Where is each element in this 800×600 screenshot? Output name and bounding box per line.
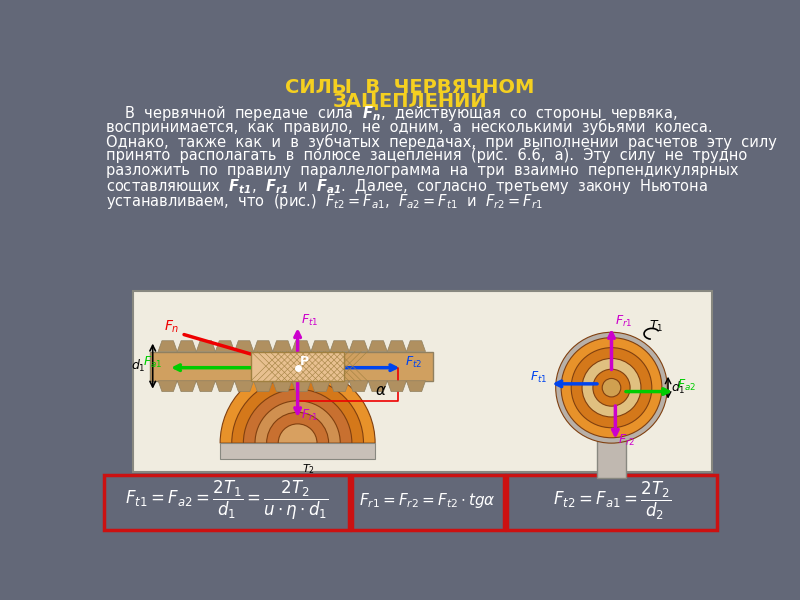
Polygon shape bbox=[273, 381, 292, 392]
Wedge shape bbox=[266, 412, 329, 443]
FancyBboxPatch shape bbox=[104, 475, 349, 530]
Circle shape bbox=[571, 347, 652, 428]
Text: разложить  по  правилу  параллелограмма  на  три  взаимно  перпендикулярных: разложить по правилу параллелограмма на … bbox=[106, 163, 738, 178]
FancyBboxPatch shape bbox=[597, 436, 626, 478]
Polygon shape bbox=[254, 381, 273, 392]
Text: Однако,  также  как  и  в  зубчатых  передачах,  при  выполнении  расчетов  эту : Однако, также как и в зубчатых передачах… bbox=[106, 134, 777, 150]
Text: СИЛЫ  В  ЧЕРВЯЧНОМ: СИЛЫ В ЧЕРВЯЧНОМ bbox=[286, 78, 534, 97]
Polygon shape bbox=[406, 381, 426, 392]
Polygon shape bbox=[234, 341, 254, 352]
Polygon shape bbox=[234, 381, 254, 392]
Text: $F_{t2}=F_{a1}=\dfrac{2T_{2}}{d_{2}}$: $F_{t2}=F_{a1}=\dfrac{2T_{2}}{d_{2}}$ bbox=[553, 480, 671, 522]
Polygon shape bbox=[158, 381, 178, 392]
Polygon shape bbox=[215, 381, 234, 392]
Circle shape bbox=[602, 379, 621, 397]
FancyBboxPatch shape bbox=[507, 475, 717, 530]
Text: $F_{t1}=F_{a2}=\dfrac{2T_{1}}{d_{1}}=\dfrac{2T_{2}}{u\cdot\eta\cdot d_{1}}$: $F_{t1}=F_{a2}=\dfrac{2T_{1}}{d_{1}}=\df… bbox=[125, 479, 328, 523]
Polygon shape bbox=[196, 381, 215, 392]
Circle shape bbox=[556, 332, 667, 443]
Text: устанавливаем,  что  (рис.)  $F_{t2}=F_{a1}$,  $F_{a2}=F_{t1}$  и  $F_{r2}=F_{r1: устанавливаем, что (рис.) $F_{t2}=F_{a1}… bbox=[106, 192, 543, 211]
Polygon shape bbox=[178, 341, 196, 352]
Polygon shape bbox=[349, 381, 368, 392]
Text: $\alpha$: $\alpha$ bbox=[375, 383, 387, 398]
Wedge shape bbox=[255, 401, 340, 443]
FancyBboxPatch shape bbox=[352, 475, 504, 530]
Polygon shape bbox=[330, 341, 349, 352]
Polygon shape bbox=[349, 341, 368, 352]
Polygon shape bbox=[311, 381, 330, 392]
Text: $F_{r1}=F_{r2}=F_{t2}\cdot tg\alpha$: $F_{r1}=F_{r2}=F_{t2}\cdot tg\alpha$ bbox=[359, 491, 496, 511]
Text: ЗАЦЕПЛЕНИИ: ЗАЦЕПЛЕНИИ bbox=[333, 92, 487, 111]
Text: $F_{t1}$: $F_{t1}$ bbox=[530, 370, 547, 385]
FancyBboxPatch shape bbox=[251, 352, 344, 381]
Text: $F_{a2}$: $F_{a2}$ bbox=[678, 378, 697, 394]
Text: воспринимается,  как  правило,  не  одним,  а  несколькими  зубьями  колеса.: воспринимается, как правило, не одним, а… bbox=[106, 119, 713, 135]
Text: принято  располагать  в  полюсе  зацепления  (рис.  6.6,  а).  Эту  силу  не  тр: принято располагать в полюсе зацепления … bbox=[106, 148, 747, 163]
Text: $d_1$: $d_1$ bbox=[131, 358, 146, 374]
Circle shape bbox=[593, 369, 630, 406]
Polygon shape bbox=[368, 341, 387, 352]
Text: $F_n$: $F_n$ bbox=[164, 319, 180, 335]
Text: $F_{a1}$: $F_{a1}$ bbox=[143, 355, 162, 370]
Text: $T_2$: $T_2$ bbox=[302, 463, 314, 476]
Polygon shape bbox=[292, 341, 311, 352]
Wedge shape bbox=[278, 424, 317, 443]
Text: $F_{t2}$: $F_{t2}$ bbox=[406, 355, 422, 370]
Wedge shape bbox=[232, 377, 363, 443]
FancyBboxPatch shape bbox=[133, 292, 712, 472]
Text: P: P bbox=[300, 355, 309, 368]
Text: составляющих  $\bfit{F}_{t1}$,  $\bfit{F}_{r1}$  и  $\bfit{F}_{a1}$.  Далее,  со: составляющих $\bfit{F}_{t1}$, $\bfit{F}_… bbox=[106, 178, 708, 196]
Polygon shape bbox=[368, 381, 387, 392]
FancyBboxPatch shape bbox=[220, 443, 375, 458]
Polygon shape bbox=[158, 341, 178, 352]
Text: $d_1$: $d_1$ bbox=[671, 380, 686, 396]
Polygon shape bbox=[254, 341, 273, 352]
Polygon shape bbox=[406, 341, 426, 352]
Wedge shape bbox=[243, 389, 352, 443]
Circle shape bbox=[561, 338, 662, 438]
Text: $F_{r1}$: $F_{r1}$ bbox=[614, 314, 632, 329]
Circle shape bbox=[582, 358, 641, 417]
Text: $T_1$: $T_1$ bbox=[649, 319, 663, 334]
Polygon shape bbox=[215, 341, 234, 352]
Text: $F_{r1}$: $F_{r1}$ bbox=[301, 407, 318, 422]
Text: В  червячной  передаче  сила  $\bfit{F}_n$,  действующая  со  стороны  червяка,: В червячной передаче сила $\bfit{F}_n$, … bbox=[106, 104, 678, 124]
Polygon shape bbox=[387, 341, 406, 352]
Polygon shape bbox=[330, 381, 349, 392]
Polygon shape bbox=[196, 341, 215, 352]
Polygon shape bbox=[273, 341, 292, 352]
Polygon shape bbox=[178, 381, 196, 392]
Text: $F_{r2}$: $F_{r2}$ bbox=[618, 433, 636, 448]
Polygon shape bbox=[387, 381, 406, 392]
Polygon shape bbox=[292, 381, 311, 392]
Text: $F_{t1}$: $F_{t1}$ bbox=[301, 313, 318, 328]
FancyBboxPatch shape bbox=[150, 352, 434, 381]
Wedge shape bbox=[220, 366, 375, 443]
Polygon shape bbox=[311, 341, 330, 352]
